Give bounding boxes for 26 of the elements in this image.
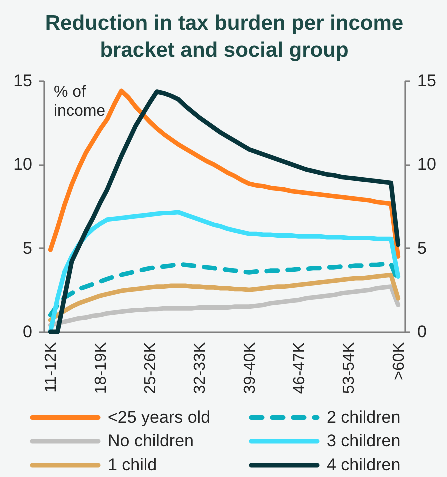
y2-tick-label: 10 <box>418 155 436 174</box>
y2-tick-label: 15 <box>418 72 436 90</box>
legend-label: 3 children <box>327 432 401 450</box>
chart-title: Reduction in tax burden per income bracket and social group <box>45 12 404 62</box>
y-axis-title: % of income <box>54 84 106 120</box>
legend-label: 4 children <box>327 456 401 474</box>
y-tick-label: 5 <box>23 238 32 258</box>
x-tick-label: >60K <box>390 342 408 380</box>
x-tick-label: 25-26K <box>142 342 160 394</box>
x-tick-label: 18-19K <box>92 342 110 394</box>
legend-label: No children <box>108 432 194 450</box>
y-tick-label: 0 <box>23 322 32 342</box>
line-series <box>48 272 401 323</box>
legend-label: 1 child <box>108 456 158 474</box>
x-tick-label: 53-54K <box>341 342 358 394</box>
x-tick-label: 11-12K <box>43 342 60 393</box>
x-tick-label: 39-40K <box>242 342 259 394</box>
legend-label: <25 years old <box>108 408 211 427</box>
y2-tick-label: 5 <box>418 238 427 258</box>
y2-tick-label: 0 <box>418 322 427 342</box>
y-tick-label: 15 <box>14 72 32 90</box>
y-tick-label: 10 <box>14 155 32 174</box>
legend-label: 2 children <box>327 408 401 427</box>
x-tick-label: 46-47K <box>292 342 308 394</box>
x-tick-label: 32-33K <box>192 342 210 394</box>
line-series <box>48 284 401 328</box>
